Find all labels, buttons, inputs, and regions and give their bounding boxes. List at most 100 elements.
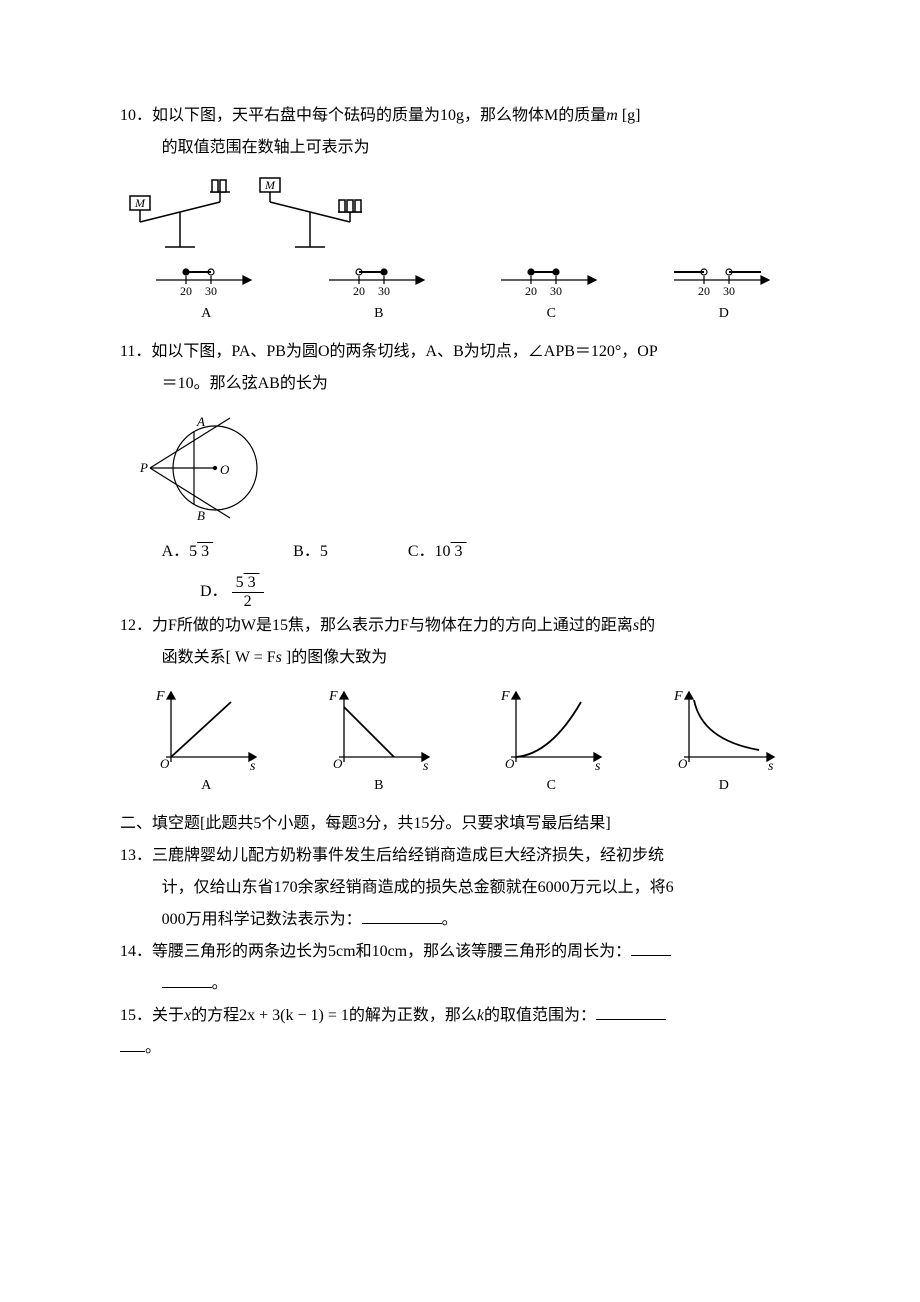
q13-period: 。 — [442, 911, 458, 928]
svg-text:O: O — [678, 756, 688, 771]
svg-text:30: 30 — [205, 284, 217, 298]
q13-line3: 000万用科学记数法表示为： 。 — [120, 904, 810, 936]
q12-graph-D: F O s D — [664, 682, 784, 800]
q12-text1: 力F所做的功W是15焦，那么表示力F与物体在力的方向上通过的距离 — [152, 617, 633, 634]
svg-text:20: 20 — [353, 284, 365, 298]
q10-nl-B: 20 30 B — [324, 260, 434, 328]
q10-text1: 如以下图，天平右盘中每个砝码的质量为10g，那么物体M的质量 — [152, 107, 606, 124]
q10-m: m — [606, 107, 618, 124]
svg-text:20: 20 — [180, 284, 192, 298]
q15-num: 15． — [120, 1007, 152, 1024]
q14-text1: 等腰三角形的两条边长为5cm和10cm，那么该等腰三角形的周长为： — [152, 943, 631, 960]
q15-period: 。 — [145, 1039, 161, 1056]
svg-text:M: M — [264, 178, 276, 192]
q12-num: 12． — [120, 617, 152, 634]
q11-optD: D． 5 3 2 — [200, 583, 264, 600]
q14-blank1 — [631, 939, 671, 956]
q10-balance-figure: M M — [120, 172, 810, 252]
svg-text:A: A — [196, 414, 205, 429]
q12-de: 的 — [639, 617, 655, 634]
q15-line1: 15．关于x的方程2x + 3(k − 1) = 1的解为正数，那么k的取值范围… — [120, 1000, 810, 1032]
q12-text2: 函数关系[ W = F — [162, 649, 276, 666]
svg-text:s: s — [768, 759, 774, 772]
q11-line1: 11．如以下图，PA、PB为圆O的两条切线，A、B为切点，∠APB＝120°，O… — [120, 336, 810, 368]
q10-nl-B-label: B — [324, 300, 434, 328]
q14-line1: 14．等腰三角形的两条边长为5cm和10cm，那么该等腰三角形的周长为： — [120, 936, 810, 968]
q10-nl-C: 20 30 C — [496, 260, 606, 328]
q15-text4: 的取值范围为： — [484, 1007, 596, 1024]
q15-text2: 的方程 — [191, 1007, 239, 1024]
q15-blank2 — [120, 1035, 145, 1052]
q15-k: k — [477, 1007, 484, 1024]
svg-text:20: 20 — [698, 284, 710, 298]
q14-line2: 。 — [120, 968, 810, 1000]
q10-nl-C-label: C — [496, 300, 606, 328]
q10-nl-D-label: D — [669, 300, 779, 328]
q15-text3: 的解为正数，那么 — [349, 1007, 477, 1024]
q11-line2: ＝10。那么弦AB的长为 — [120, 368, 810, 400]
svg-text:30: 30 — [723, 284, 735, 298]
q10-text2: 的取值范围在数轴上可表示为 — [162, 139, 370, 156]
svg-text:F: F — [500, 689, 510, 704]
q11-num: 11． — [120, 343, 151, 360]
q12-D-label: D — [664, 772, 784, 800]
q12-line1: 12．力F所做的功W是15焦，那么表示力F与物体在力的方向上通过的距离s的 — [120, 610, 810, 642]
q13-line1: 13．三鹿牌婴幼儿配方奶粉事件发生后给经销商造成巨大经济损失，经初步统 — [120, 840, 810, 872]
svg-text:P: P — [139, 460, 148, 475]
svg-text:O: O — [160, 756, 170, 771]
svg-text:s: s — [250, 759, 256, 772]
q11-options-row2: D． 5 3 2 — [120, 574, 810, 610]
q12-line2: 函数关系[ W = Fs ]的图像大致为 — [120, 642, 810, 674]
svg-text:O: O — [505, 756, 515, 771]
q11-optA: A．5 3 — [162, 536, 214, 568]
q14-period: 。 — [212, 975, 228, 992]
q11-text1: 如以下图，PA、PB为圆O的两条切线，A、B为切点，∠APB＝120°，OP — [151, 343, 657, 360]
q12-graph-B: F O s B — [319, 682, 439, 800]
q13-text3: 000万用科学记数法表示为： — [162, 911, 362, 928]
q13-text1: 三鹿牌婴幼儿配方奶粉事件发生后给经销商造成巨大经济损失，经初步统 — [152, 847, 664, 864]
q15-text1: 关于 — [152, 1007, 184, 1024]
q14-num: 14． — [120, 943, 152, 960]
svg-text:30: 30 — [378, 284, 390, 298]
q10-num: 10． — [120, 107, 152, 124]
q12-C-label: C — [491, 772, 611, 800]
q12-B-label: B — [319, 772, 439, 800]
section2-title: 二、填空题[此题共5个小题，每题3分，共15分。只要求填写最后结果] — [120, 808, 810, 840]
q10-line2: 的取值范围在数轴上可表示为 — [120, 132, 810, 164]
svg-text:M: M — [134, 196, 146, 210]
q13-num: 13． — [120, 847, 152, 864]
q11-text2: ＝10。那么弦AB的长为 — [162, 375, 328, 392]
svg-text:F: F — [673, 689, 683, 704]
svg-text:20: 20 — [525, 284, 537, 298]
q10-numberlines: 20 30 A 20 30 B — [120, 260, 810, 328]
q10-unit: [g] — [622, 107, 641, 124]
q10-nl-A-label: A — [151, 300, 261, 328]
svg-text:s: s — [423, 759, 429, 772]
q11-figure: A B P O — [120, 408, 810, 528]
q11-optC: C．10 3 — [408, 536, 467, 568]
svg-text:F: F — [328, 689, 338, 704]
q12-text3: ]的图像大致为 — [282, 649, 387, 666]
q15-line2: 。 — [120, 1032, 810, 1064]
svg-text:s: s — [595, 759, 601, 772]
svg-text:30: 30 — [550, 284, 562, 298]
svg-text:B: B — [197, 508, 205, 523]
q12-A-label: A — [146, 772, 266, 800]
svg-text:O: O — [333, 756, 343, 771]
q10-nl-D: 20 30 D — [669, 260, 779, 328]
q10-nl-A: 20 30 A — [151, 260, 261, 328]
q12-graph-C: F O s C — [491, 682, 611, 800]
q12-graphs: F O s A F O s B F O s — [120, 682, 810, 800]
svg-text:F: F — [155, 689, 165, 704]
q11-optB: B．5 — [293, 536, 328, 568]
q13-blank — [362, 907, 442, 924]
q11-options-row1: A．5 3 B．5 C．10 3 — [120, 536, 810, 568]
q14-blank2 — [162, 971, 212, 988]
q13-line2: 计，仅给山东省170余家经销商造成的损失总金额就在6000万元以上，将6 — [120, 872, 810, 904]
q13-text2: 计，仅给山东省170余家经销商造成的损失总金额就在6000万元以上，将6 — [162, 879, 674, 896]
q10-line1: 10．如以下图，天平右盘中每个砝码的质量为10g，那么物体M的质量m [g] — [120, 100, 810, 132]
svg-text:O: O — [220, 462, 230, 477]
q15-blank1 — [596, 1003, 666, 1020]
q12-graph-A: F O s A — [146, 682, 266, 800]
q15-eq: 2x + 3(k − 1) = 1 — [239, 1007, 349, 1024]
